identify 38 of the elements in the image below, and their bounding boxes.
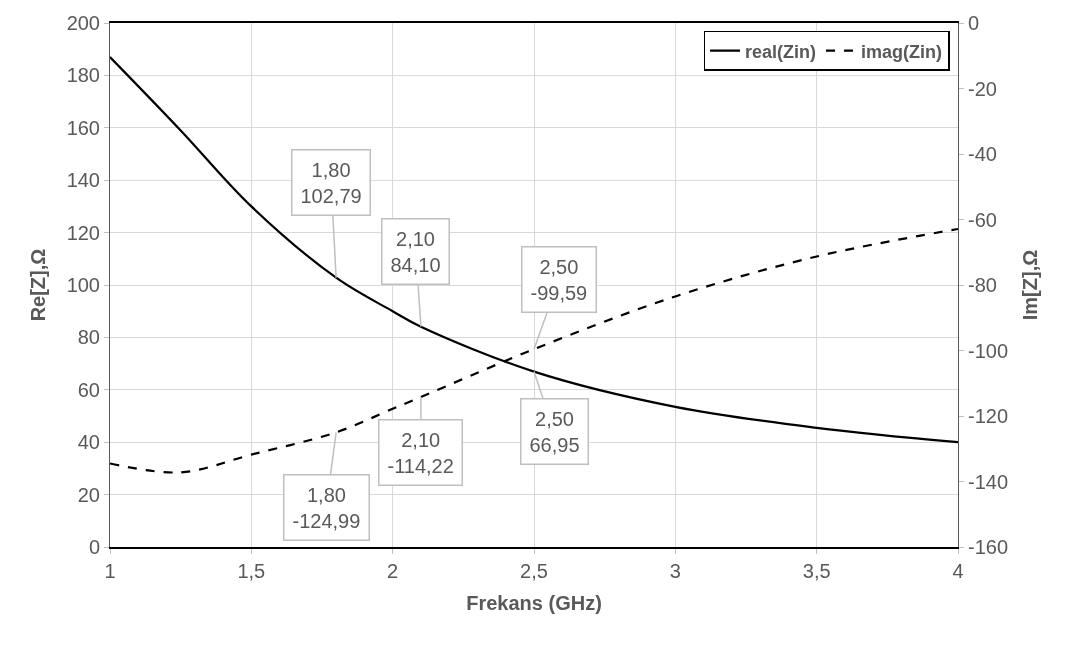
y-tick-label: 120 <box>66 221 100 244</box>
x-tick-label: 1,5 <box>237 560 266 582</box>
x-tick-label: 4 <box>952 560 964 582</box>
x-tick-label: 3,5 <box>802 560 831 582</box>
y-tick-label: 100 <box>66 274 100 296</box>
y2-axis-title: Im[Z],Ω <box>1018 249 1041 321</box>
y2-tick-label: -100 <box>968 339 1009 362</box>
y2-tick-label: -60 <box>968 208 997 231</box>
y2-tick-label: -120 <box>968 405 1009 427</box>
x-tick-label: 3 <box>669 560 681 582</box>
y-tick-label: 160 <box>66 116 100 139</box>
data-label: 2,10 -114,22 <box>387 428 454 477</box>
y-tick-label: 60 <box>77 378 100 401</box>
data-label: 2,50 66,95 <box>529 407 580 456</box>
x-axis-title: Frekans (GHz) <box>466 592 602 614</box>
x-tick-label: 2 <box>387 560 399 582</box>
y2-tick-label: -20 <box>968 77 997 100</box>
y2-tick-label: -160 <box>968 536 1009 558</box>
y-tick-label: 0 <box>88 536 100 558</box>
y-tick-label: 140 <box>66 169 100 192</box>
legend-label: imag(Zin) <box>861 41 943 62</box>
data-label: 1,80 102,79 <box>300 158 362 207</box>
data-label: 1,80 -124,99 <box>292 483 361 532</box>
x-tick-label: 2,5 <box>520 560 548 582</box>
y-axis-title: Re[Z],Ω <box>27 248 50 322</box>
y2-tick-label: -140 <box>968 470 1009 493</box>
y2-tick-label: 0 <box>968 12 980 34</box>
data-label: 2,50 -99,59 <box>530 255 588 304</box>
x-tick-label: 1 <box>104 560 116 582</box>
y-tick-label: 20 <box>77 483 100 506</box>
y2-tick-label: -80 <box>968 274 997 296</box>
y-tick-label: 180 <box>66 64 100 87</box>
legend-label: real(Zin) <box>745 41 817 62</box>
y-tick-label: 80 <box>77 326 100 349</box>
y2-tick-label: -40 <box>968 143 997 165</box>
data-label: 2,10 84,10 <box>390 227 441 276</box>
y-tick-label: 40 <box>77 431 100 454</box>
y-tick-label: 200 <box>66 12 100 34</box>
